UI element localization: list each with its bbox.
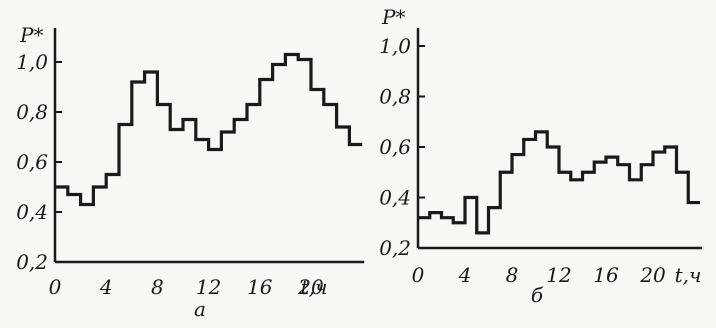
step-mark [583,170,595,174]
step-mark [311,88,324,92]
panel-label-b: б [531,283,544,307]
step-mark [618,163,630,167]
x-tick-label: 20 [639,263,666,287]
step-mark [324,103,337,107]
y-tick-label: 0,4 [16,200,48,224]
step-mark [418,216,430,220]
x-tick-label: 4 [99,275,113,299]
step-mark [688,201,700,205]
step-mark [93,185,106,189]
step-mark [500,170,512,174]
step-mark [81,203,94,207]
step-mark [196,138,209,142]
step-mark [653,150,665,154]
y-axis-title: P* [381,5,405,29]
step-mark [442,216,454,220]
step-mark [349,143,362,147]
step-mark [571,178,583,182]
y-tick-label: 0,6 [16,150,48,174]
step-mark [106,173,119,177]
step-mark [298,58,311,62]
panel-label-a: а [194,297,206,321]
step-mark [337,125,350,129]
step-mark [465,196,477,200]
y-tick-label: 0,6 [379,135,411,159]
y-tick-label: 1,0 [16,50,48,74]
step-mark [641,163,653,167]
x-tick-label: 0 [49,275,62,299]
step-mark [260,78,273,82]
y-tick-label: 0,2 [379,236,411,260]
step-mark [453,221,465,225]
chart-panel-a: 0,2 0,4 0,6 0,8 1,0 0 4 8 12 16 20t,ч P* а [16,23,365,321]
step-mark [430,211,442,215]
step-mark [512,153,524,157]
x-tick-label: 12 [196,275,221,299]
step-mark [677,170,689,174]
y-tick-label: 0,8 [16,100,48,124]
step-mark [630,178,642,182]
step-mark [285,53,298,57]
step-mark [489,206,501,210]
step-mark [55,185,68,189]
step-mark [477,231,489,235]
step-mark [547,145,559,149]
step-mark [273,63,286,67]
step-mark [559,170,571,174]
x-tick-label: 12 [546,263,571,287]
x-axis-title: t,ч [675,263,702,287]
step-mark [524,137,536,141]
step-mark [247,103,260,107]
step-mark [221,130,234,134]
x-tick-label: 8 [151,275,164,299]
step-mark [594,160,606,164]
x-tick-label: 8 [506,263,519,287]
y-tick-label: 0,2 [16,250,48,274]
step-mark [157,103,170,107]
step-mark [183,118,196,122]
step-mark [536,130,548,134]
series-line [418,130,700,235]
y-tick-label: 0,4 [379,186,411,210]
y-tick-label: 1,0 [379,34,411,58]
chart-panel-b: 0,2 0,4 0,6 0,8 1,0 0 4 8 12 16 20 t,ч P* б [379,5,702,307]
step-mark [132,80,145,84]
series-line [55,52,363,207]
y-axis-title: P* [19,23,43,47]
step-mark [665,145,677,149]
step-mark [119,123,132,127]
x-tick-label: 16 [593,263,619,287]
x-tick-label: 20 [297,275,324,299]
x-tick-label: 4 [458,263,472,287]
step-mark [68,193,81,197]
step-mark [145,70,158,74]
step-mark [209,148,222,152]
step-mark [606,155,618,159]
x-tick-label: 16 [247,275,273,299]
step-mark [234,118,247,122]
y-tick-label: 0,8 [379,85,411,109]
x-axis-title: t,ч [301,275,328,299]
step-mark [170,128,183,132]
x-tick-label: 0 [412,263,425,287]
